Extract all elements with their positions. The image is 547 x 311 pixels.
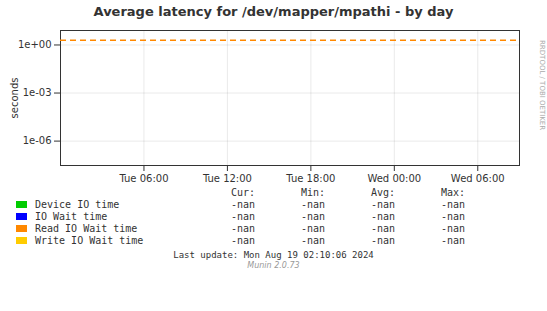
html-text:-nan: -nan	[370, 223, 395, 234]
html-text:-nan: -nan	[300, 199, 325, 210]
html-text:-nan: -nan	[440, 211, 465, 222]
svg-text:1e-03: 1e-03	[23, 87, 52, 98]
html-text:-nan: -nan	[230, 235, 255, 246]
html-text:-nan: -nan	[440, 199, 465, 210]
svg-text:Tue 12:00: Tue 12:00	[202, 173, 252, 184]
html-text:-nan: -nan	[440, 223, 465, 234]
svg-text:1e+00: 1e+00	[18, 39, 52, 50]
html-text:-nan: -nan	[370, 211, 395, 222]
html-text:Avg:: Avg:	[370, 187, 395, 198]
html-text:Min:: Min:	[300, 187, 325, 198]
html-text:-nan: -nan	[370, 235, 395, 246]
html-text:Write IO Wait time: Write IO Wait time	[35, 235, 144, 246]
html-text:Average latency for /dev/mappe: Average latency for /dev/mapper/mpathi -…	[93, 4, 454, 19]
html-text:IO Wait time: IO Wait time	[35, 211, 108, 222]
html-text:-nan: -nan	[230, 199, 255, 210]
svg-text:Wed 00:00: Wed 00:00	[367, 173, 421, 184]
html-text:-nan: -nan	[300, 211, 325, 222]
html-text:-nan: -nan	[300, 235, 325, 246]
html-text:Device IO time: Device IO time	[35, 199, 120, 210]
html-text:Read IO Wait time: Read IO Wait time	[35, 223, 138, 234]
html-text:-nan: -nan	[370, 199, 395, 210]
svg-text:seconds: seconds	[9, 78, 20, 119]
html-text:Cur:: Cur:	[230, 187, 255, 198]
svg-text:Tue 06:00: Tue 06:00	[118, 173, 168, 184]
html-text:-nan: -nan	[300, 223, 325, 234]
svg-text:Wed 06:00: Wed 06:00	[451, 173, 505, 184]
html-text:Max:: Max:	[440, 187, 465, 198]
html-text:RRDTOOL / TOBI OETIKER: RRDTOOL / TOBI OETIKER	[538, 40, 546, 131]
svg-text:1e-06: 1e-06	[23, 135, 52, 146]
svg-text:Tue 18:00: Tue 18:00	[285, 173, 335, 184]
html-text:Munin 2.0.73: Munin 2.0.73	[247, 261, 300, 270]
html-text:Last update: Mon Aug 19 02:10:: Last update: Mon Aug 19 02:10:06 2024	[173, 250, 374, 260]
html-text:-nan: -nan	[440, 235, 465, 246]
html-text:-nan: -nan	[230, 223, 255, 234]
html-text:-nan: -nan	[230, 211, 255, 222]
